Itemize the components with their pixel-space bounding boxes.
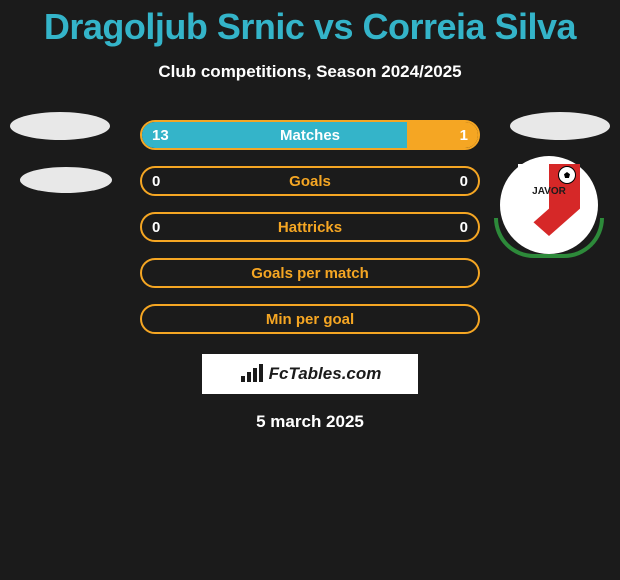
stat-label: Goals bbox=[289, 173, 331, 190]
stat-bar: 0 0 Goals bbox=[140, 166, 480, 196]
stat-value-right: 0 bbox=[460, 173, 468, 190]
stat-value-right: 0 bbox=[460, 219, 468, 236]
badge-text: FcTables.com bbox=[269, 364, 382, 384]
stat-rows: 13 1 Matches 0 0 Goals 0 0 Hattricks Goals per ma… bbox=[0, 112, 620, 342]
stat-row: 0 0 Goals bbox=[0, 158, 620, 204]
stat-row: 0 0 Hattricks bbox=[0, 204, 620, 250]
date-text: 5 march 2025 bbox=[0, 412, 620, 432]
fctables-badge: FcTables.com bbox=[202, 354, 418, 394]
bar-fill-left bbox=[142, 122, 407, 148]
page-title: Dragoljub Srnic vs Correia Silva bbox=[0, 0, 620, 48]
bar-chart-icon bbox=[239, 364, 265, 384]
stat-label: Goals per match bbox=[251, 265, 369, 282]
stat-row: Goals per match bbox=[0, 250, 620, 296]
stat-bar: 13 1 Matches bbox=[140, 120, 480, 150]
stat-bar: Goals per match bbox=[140, 258, 480, 288]
stat-value-right: 1 bbox=[460, 127, 468, 144]
stat-row: 13 1 Matches bbox=[0, 112, 620, 158]
stat-value-left: 0 bbox=[152, 173, 160, 190]
stat-label: Min per goal bbox=[266, 311, 354, 328]
stat-value-left: 13 bbox=[152, 127, 169, 144]
stat-row: Min per goal bbox=[0, 296, 620, 342]
subtitle: Club competitions, Season 2024/2025 bbox=[0, 62, 620, 82]
stat-bar: 0 0 Hattricks bbox=[140, 212, 480, 242]
stat-label: Matches bbox=[280, 127, 340, 144]
stat-label: Hattricks bbox=[278, 219, 342, 236]
stat-value-left: 0 bbox=[152, 219, 160, 236]
stat-bar: Min per goal bbox=[140, 304, 480, 334]
